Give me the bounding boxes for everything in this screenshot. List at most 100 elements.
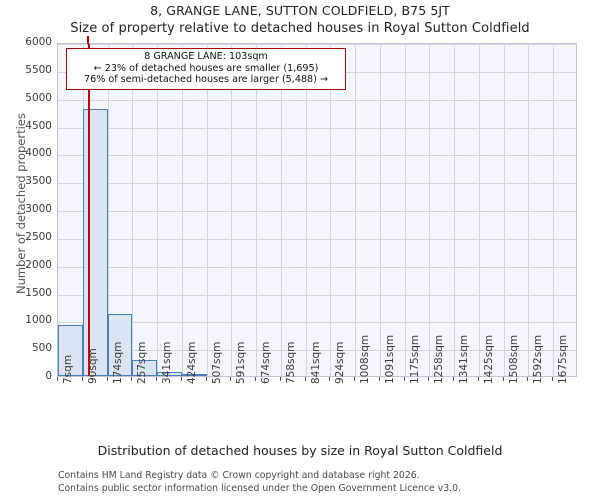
gridline-horizontal [58, 44, 576, 45]
x-axis-tick-label: 758sqm [284, 341, 297, 384]
gridline-vertical [107, 44, 109, 376]
gridline-vertical [280, 44, 282, 376]
gridline-vertical [330, 44, 332, 376]
gridline-vertical [528, 44, 530, 376]
x-axis-tick-label: 1008sqm [359, 334, 372, 384]
footer-line-2: Contains public sector information licen… [58, 482, 461, 494]
plot-area [57, 43, 577, 377]
y-axis-tick-label: 0 [45, 370, 52, 382]
x-axis-tick-mark [403, 377, 405, 381]
bar [58, 324, 83, 376]
gridline-vertical [478, 44, 480, 376]
gridline-horizontal [58, 294, 576, 296]
gridline-vertical [503, 44, 505, 376]
bar [132, 359, 158, 376]
x-axis-tick-label: 841sqm [309, 341, 322, 384]
annotation-line-2: ← 23% of detached houses are smaller (1,… [93, 62, 319, 74]
chart-title: 8, GRANGE LANE, SUTTON COLDFIELD, B75 5J… [150, 3, 450, 18]
x-axis-tick-label: 674sqm [260, 341, 273, 384]
x-axis-tick-label: 7sqm [62, 354, 74, 384]
gridline-vertical [305, 44, 307, 376]
x-axis-tick-label: 1341sqm [458, 334, 471, 384]
gridline-vertical [454, 44, 456, 376]
x-axis-tick-label: 1508sqm [507, 334, 520, 384]
x-axis-tick-mark [304, 377, 306, 381]
gridline-vertical [429, 44, 431, 376]
gridline-vertical [231, 44, 233, 376]
gridline-vertical [206, 44, 208, 376]
x-axis-tick-mark [477, 377, 479, 381]
x-axis-tick-label: 1175sqm [408, 334, 421, 384]
annotation-line-3: 76% of semi-detached houses are larger (… [84, 74, 328, 86]
annotation-box: 8 GRANGE LANE: 103sqm ← 23% of detached … [66, 48, 346, 91]
gridline-horizontal [58, 155, 576, 157]
x-axis-tick-mark [255, 377, 257, 381]
x-axis-tick-label: 1091sqm [383, 334, 396, 384]
gridline-vertical [181, 44, 183, 376]
property-marker-tick [87, 36, 89, 44]
gridline-horizontal [58, 350, 576, 352]
x-axis-tick-mark [378, 377, 380, 381]
x-axis-tick-label: 1675sqm [557, 334, 570, 384]
footer-attribution: Contains HM Land Registry data © Crown c… [58, 470, 578, 495]
gridline-horizontal [58, 238, 576, 240]
gridline-vertical [355, 44, 357, 376]
gridline-vertical [553, 44, 555, 376]
chart-subtitle: Size of property relative to detached ho… [70, 21, 530, 36]
x-axis-tick-mark [329, 377, 331, 381]
x-axis-tick-label: 1258sqm [433, 334, 446, 384]
y-axis-tick-label: 3000 [25, 203, 52, 215]
y-axis-tick-label: 500 [31, 342, 52, 355]
gridline-horizontal [58, 99, 576, 101]
x-axis-tick-mark [57, 377, 58, 381]
gridline-horizontal [58, 211, 576, 212]
x-axis-tick-mark [205, 377, 207, 381]
x-axis-tick-label: 507sqm [210, 341, 223, 384]
y-axis-tick-label: 5500 [25, 63, 52, 76]
bar [181, 373, 207, 376]
gridline-vertical [157, 44, 159, 376]
gridline-vertical [256, 44, 258, 376]
x-axis-tick-label: 341sqm [161, 341, 174, 384]
gridline-horizontal [58, 127, 576, 129]
y-axis-tick-label: 2500 [25, 230, 52, 243]
gridline-horizontal [58, 322, 576, 324]
x-axis-tick-label: 591sqm [235, 341, 248, 384]
x-axis-tick-mark [81, 377, 83, 381]
y-axis-tick-label: 6000 [25, 36, 52, 48]
gridline-horizontal [58, 183, 576, 185]
y-axis-tick-label: 4500 [25, 119, 52, 132]
gridline-vertical [379, 44, 381, 376]
y-axis-tick-label: 1000 [25, 314, 52, 327]
x-axis-tick-mark [279, 377, 281, 381]
gridline-horizontal [58, 266, 576, 268]
x-axis-tick-label: 1425sqm [482, 334, 495, 384]
x-axis-tick-mark [106, 377, 108, 381]
annotation-line-1: 8 GRANGE LANE: 103sqm [144, 51, 268, 62]
bar [157, 371, 182, 376]
x-axis-tick-mark [552, 377, 554, 381]
x-axis-tick-mark [428, 377, 430, 381]
y-axis-tick-label: 3500 [25, 175, 52, 188]
x-axis-tick-label: 924sqm [334, 341, 347, 384]
y-axis-tick-label: 2000 [25, 258, 52, 271]
y-axis-tick-label: 1500 [25, 286, 52, 299]
y-axis-tick-label: 5000 [25, 91, 52, 104]
x-axis-tick-mark [156, 377, 158, 381]
x-axis-tick-mark [180, 377, 182, 381]
x-axis-tick-mark [354, 377, 356, 381]
x-axis-tick-label: 424sqm [185, 341, 198, 384]
x-axis-tick-mark [131, 377, 133, 381]
property-marker-line [88, 44, 90, 376]
x-axis-tick-mark [230, 377, 232, 381]
bar [107, 313, 133, 376]
x-axis-tick-label: 257sqm [136, 341, 149, 384]
x-axis-tick-label: 1592sqm [532, 334, 545, 384]
bar [82, 109, 108, 376]
footer-line-1: Contains HM Land Registry data © Crown c… [58, 470, 420, 481]
x-axis-tick-mark [453, 377, 455, 381]
x-axis-tick-label: 174sqm [111, 341, 124, 384]
gridline-vertical [132, 44, 134, 376]
x-axis-tick-mark [502, 377, 504, 381]
y-axis-tick-label: 4000 [25, 147, 52, 160]
